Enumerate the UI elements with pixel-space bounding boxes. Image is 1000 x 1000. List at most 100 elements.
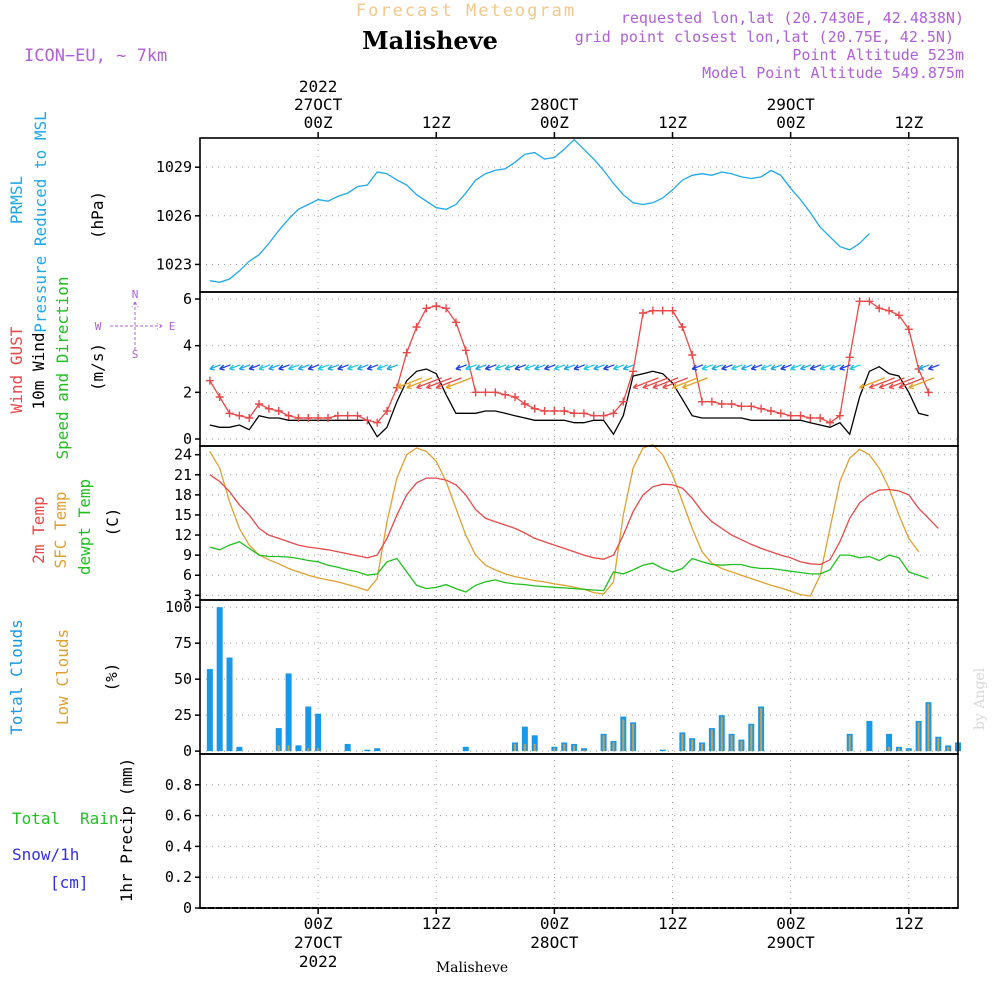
wind-arrow-head [731,364,737,371]
wind-arrow [770,364,782,370]
wind-arrow-head [278,364,284,371]
wind-arrow-head [238,364,245,371]
dew-label: dewpt Temp [75,479,94,575]
wind-label: 10m Wind [29,332,48,409]
wind-arrow [386,364,399,370]
x-date-label-top: 29OCT [767,95,816,114]
total-cloud-bar [305,706,312,752]
gust-marker [284,411,293,420]
gust-marker [776,409,785,418]
low-cloud-bar [632,723,635,752]
total-cloud-bar [374,748,381,752]
wind-speed-line [209,365,929,438]
low-cloud-bar [710,729,713,752]
wind-arrow [701,364,714,370]
gust-marker [402,348,411,357]
total-cloud-bar [531,735,538,752]
rain-label-2: Rain [80,809,119,828]
x-tick-label-top: 00Z [540,113,569,132]
wind-arrow [908,377,935,389]
wind-arrow [298,364,310,370]
low-cloud-bar [917,722,920,752]
gust-marker [737,402,746,411]
wind-arrow [859,377,885,389]
low-cloud-bar [730,735,733,752]
total-cloud-bar [216,607,223,752]
wind-arrow [741,364,753,370]
wind-arrow [337,364,349,370]
location-title: Malisheve [362,26,498,55]
wind-arrow [613,364,625,370]
wind-arrow-head [868,383,875,390]
wind-arrow [229,364,241,370]
y-tick-label: 18 [174,486,192,504]
wind-dir-label: Speed and Direction [53,276,72,459]
wind-arrow-head [819,364,826,371]
gust-marker [245,414,254,422]
wind-arrow [475,364,487,370]
wind-arrow-head [593,364,599,371]
gust-marker [432,302,441,310]
wind-arrow-head [563,364,570,371]
gust-marker [904,325,913,334]
total-cloud-bar [275,728,282,752]
low-cloud-bar [740,741,743,752]
sfc-temp-line [209,443,920,597]
total-cloud-bar [521,726,528,752]
gust-marker [540,407,549,415]
wind-arrow-head [416,383,422,390]
y-tick-label: 6 [183,566,192,584]
low-cloud-bar [927,703,930,752]
gust-marker [471,388,480,397]
temp-unit: (C) [103,508,122,537]
model-altitude: Model Point Altitude 549.875m [702,64,964,82]
gust-marker [511,393,520,401]
y-tick-label: 50 [174,670,192,688]
wind-arrow-head [770,364,777,371]
y-tick-label: 21 [174,466,192,484]
wind-arrow [632,377,659,389]
gust-marker [589,411,598,420]
x-date-label-bottom: 27OCT [294,933,343,952]
low-cloud-bar [277,745,280,752]
panel-frame [199,599,959,755]
wind-arrow-head [268,364,275,371]
gust-marker [323,414,332,422]
wind-arrow-head [652,383,658,390]
compass-n: N [132,288,139,301]
gust-marker [363,416,372,425]
wind-arrow [347,364,359,370]
gust-marker [668,306,677,315]
wind-arrow-head [445,383,452,390]
wind-arrow-head [701,364,708,371]
gust-marker [461,346,470,355]
wind-arrow-head [425,383,432,390]
wind-arrow [248,364,261,370]
gust-marker [264,404,273,413]
wind-arrow [603,364,615,370]
low-cloud-bar [888,746,891,752]
pressure-label-1: PRMSL [7,176,26,224]
wind-arrow [416,377,443,389]
x-date-label-top: 28OCT [530,95,579,114]
low-cloud-bar [701,743,704,752]
total-cloud-bar [236,746,243,752]
wind-arrow-head [534,364,540,371]
wind-arrow-head [711,364,718,371]
wind-arrow-head [465,364,471,371]
wind-arrow-head [376,364,383,371]
low-cloud-bar [848,735,851,752]
product-title: Forecast Meteogram [356,1,576,21]
wind-arrow-head [681,383,688,390]
wind-arrow [357,364,369,370]
total-cloud-bar [866,720,873,752]
snow-unit: [cm] [50,873,89,892]
y-tick-label: 1023 [156,255,192,273]
y-tick-label: 0.2 [165,868,192,886]
wind-arrow [898,377,925,389]
dewpoint-line [209,540,929,593]
wind-arrow-head [898,383,905,390]
x-tick-label-bottom: 12Z [894,914,923,933]
gust-marker [629,367,638,376]
wind-arrow [544,364,556,370]
